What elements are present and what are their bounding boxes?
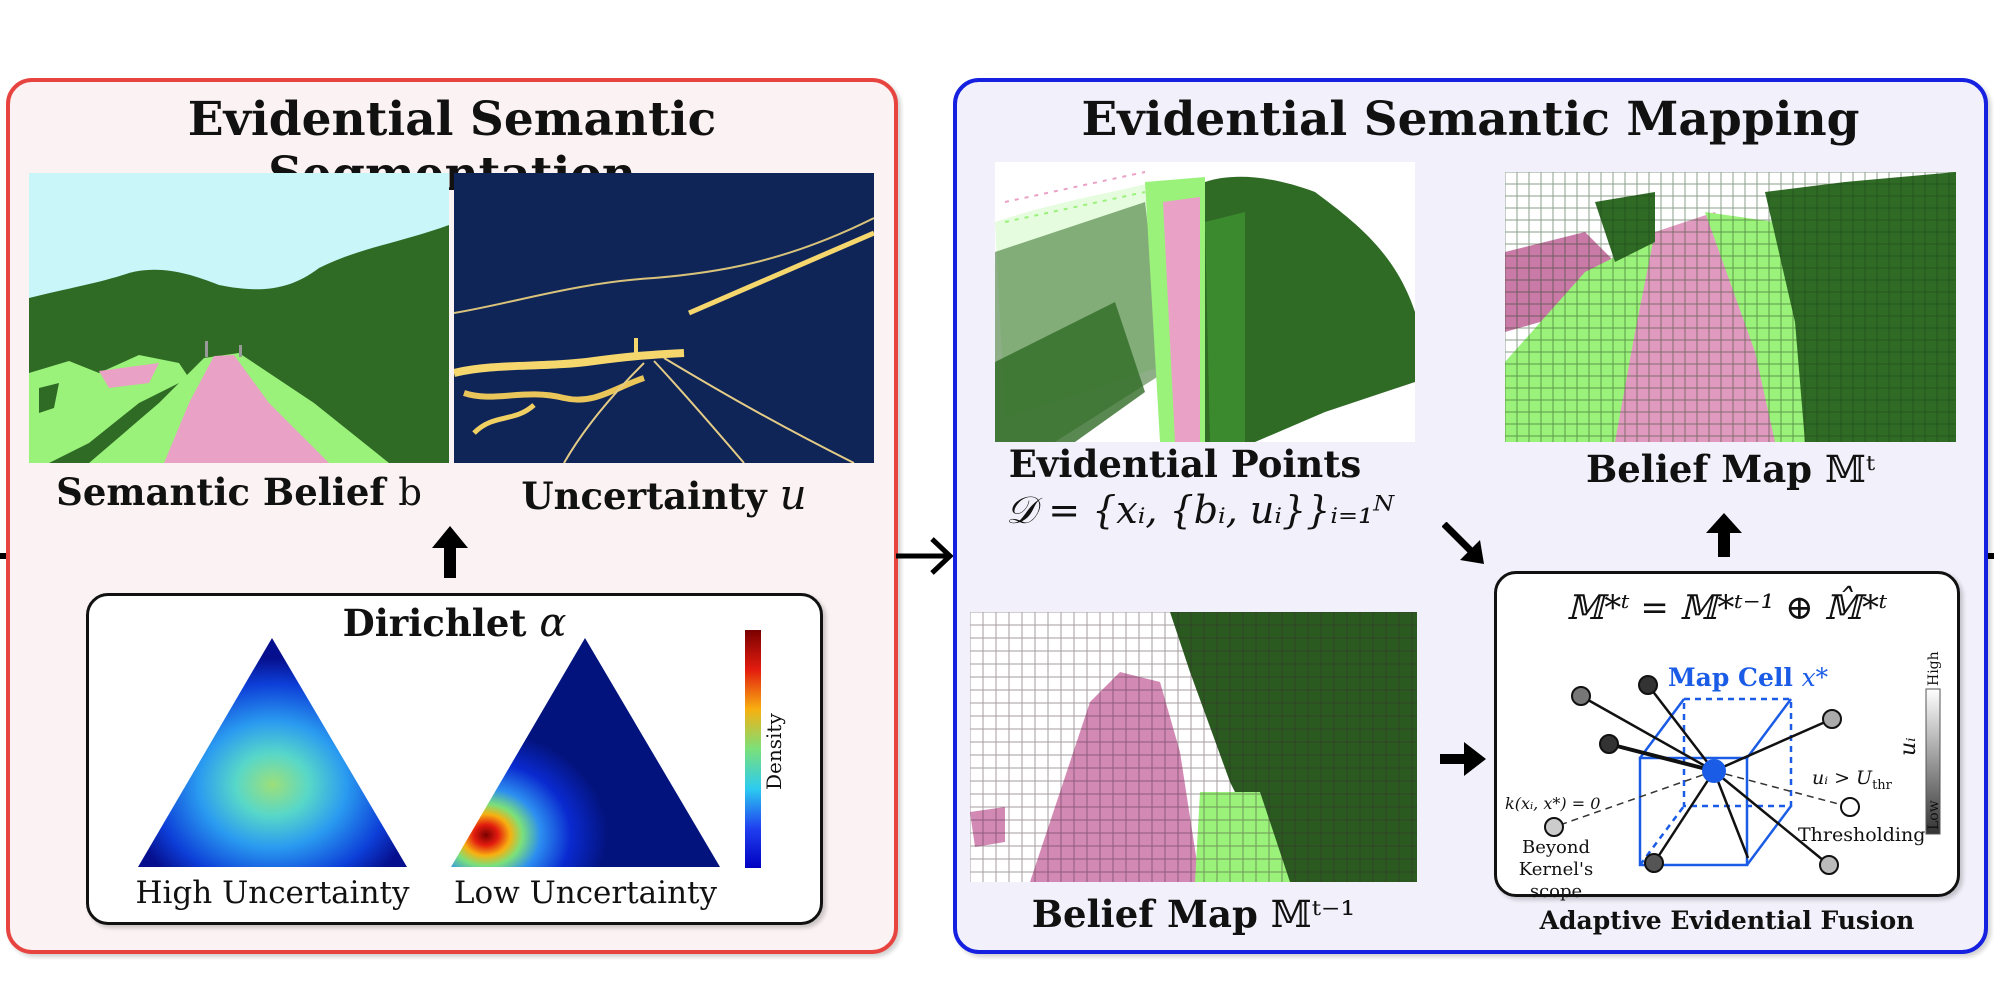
density-label: Density bbox=[762, 713, 786, 790]
scale-high-wrap: High bbox=[1926, 642, 1948, 702]
mapping-title: Evidential Semantic Mapping bbox=[1081, 92, 1860, 147]
dirichlet-title: Dirichlet α bbox=[86, 600, 823, 646]
right-arrow-icon bbox=[1440, 742, 1486, 776]
fusion-box bbox=[1494, 571, 1960, 897]
fusion-caption: Adaptive Evidential Fusion bbox=[1539, 906, 1915, 935]
dirichlet-symbol: α bbox=[539, 600, 567, 646]
belief-map-t-symbol: 𝕄ᵗ bbox=[1824, 448, 1876, 491]
right-edge-arrow-stub bbox=[1987, 553, 1994, 559]
up-arrow-icon bbox=[432, 526, 468, 578]
uncertainty-caption: Uncertainty u bbox=[454, 470, 874, 519]
density-colorbar bbox=[745, 630, 761, 868]
thresholding-label: Thresholding bbox=[1798, 824, 1926, 846]
semantic-belief-image bbox=[29, 173, 449, 463]
left-edge-arrow-stub bbox=[0, 553, 6, 559]
belief-map-t-label: Belief Map bbox=[1585, 447, 1813, 491]
uncertainty-label: Uncertainty bbox=[521, 474, 767, 518]
belief-map-t1-symbol: 𝕄ᵗ⁻¹ bbox=[1270, 893, 1356, 936]
semantic-belief-caption: Semantic Belief b bbox=[29, 470, 449, 514]
evidential-points-caption: Evidential Points bbox=[1008, 442, 1362, 486]
semantic-belief-symbol: b bbox=[398, 471, 422, 514]
fusion-diagram bbox=[1544, 675, 1941, 875]
low-uncertainty-label: Low Uncertainty bbox=[453, 875, 718, 911]
belief-map-t-caption: Belief Map 𝕄ᵗ bbox=[1505, 447, 1956, 491]
evidential-points-formula: 𝒟 = {xᵢ, {bᵢ, uᵢ}}ᵢ₌₁ᴺ bbox=[1005, 488, 1395, 532]
high-uncertainty-simplex bbox=[138, 638, 407, 867]
uncertainty-symbol: u bbox=[779, 470, 807, 519]
kernel-label: k(xᵢ, x*) = 0 bbox=[1505, 794, 1601, 813]
evidential-points-image bbox=[995, 162, 1415, 442]
dirichlet-label: Dirichlet bbox=[342, 601, 527, 645]
threshold-formula-sub: thr bbox=[1872, 777, 1892, 793]
threshold-formula: uᵢ > Uthr bbox=[1812, 767, 1892, 793]
scale-low-label: Low bbox=[1926, 800, 1942, 830]
map-cell-symbol: x* bbox=[1801, 663, 1829, 692]
belief-map-t1-caption: Belief Map 𝕄ᵗ⁻¹ bbox=[970, 892, 1417, 936]
panel-connector-arrow-icon bbox=[896, 537, 954, 575]
belief-map-t1-label: Belief Map bbox=[1031, 892, 1258, 936]
scale-high-label: High bbox=[1926, 651, 1942, 686]
scale-symbol: uᵢ bbox=[1896, 737, 1921, 756]
up-arrow-right-icon bbox=[1706, 513, 1742, 557]
fusion-formula: 𝕄*ᵗ = 𝕄*ᵗ⁻¹ ⊕ 𝕄̂*ᵗ bbox=[1566, 588, 1888, 628]
map-cell-label: Map Cell x* bbox=[1668, 663, 1828, 692]
beyond-label-line1: Beyond bbox=[1521, 837, 1590, 858]
low-uncertainty-simplex bbox=[451, 638, 720, 867]
threshold-formula-main: uᵢ > U bbox=[1812, 767, 1873, 789]
scale-symbol-wrap: uᵢ bbox=[1896, 720, 1924, 770]
map-cell-text: Map Cell bbox=[1668, 663, 1793, 692]
diagonal-arrow-icon bbox=[1442, 522, 1484, 564]
belief-map-t-image bbox=[1505, 172, 1956, 442]
semantic-belief-label: Semantic Belief bbox=[56, 470, 386, 514]
high-uncertainty-label: High Uncertainty bbox=[135, 875, 410, 911]
beyond-label-line2: Kernel's scope bbox=[1518, 859, 1594, 902]
density-label-wrap: Density bbox=[762, 712, 792, 802]
uncertainty-image bbox=[454, 173, 874, 463]
beyond-kernel-label: Beyond Kernel's scope bbox=[1496, 837, 1616, 903]
scale-low-wrap: Low bbox=[1926, 790, 1948, 840]
belief-map-t1-image bbox=[970, 612, 1417, 882]
